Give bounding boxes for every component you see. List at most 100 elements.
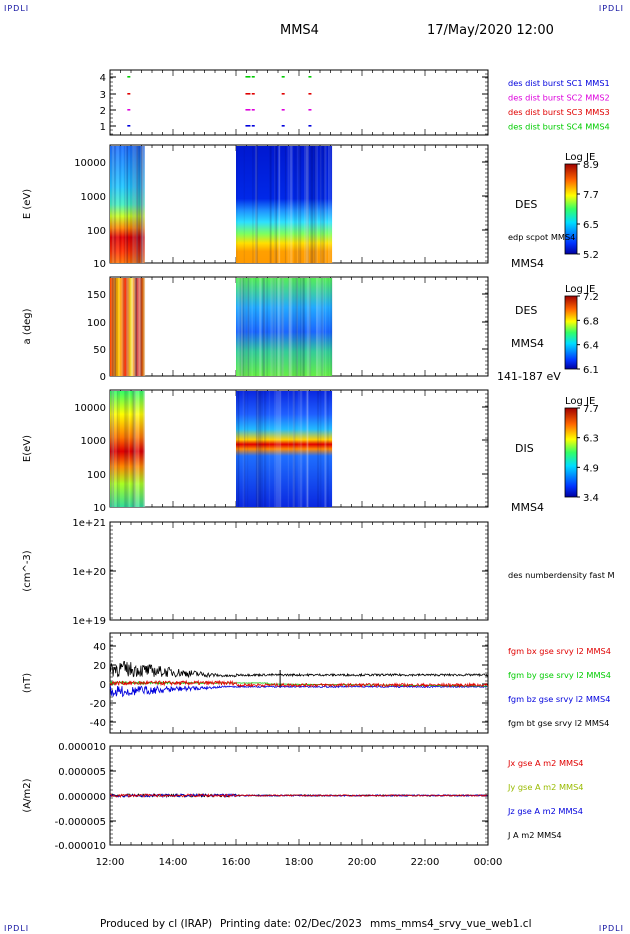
spectrogram-streak-dis-energy	[287, 391, 290, 507]
spectrogram-streak-des-energy	[328, 146, 332, 263]
spectrogram-streak-des-pitch	[274, 278, 278, 376]
current-legend-3: Jz gse A m2 MMS4	[507, 806, 583, 816]
spectrogram-streak-dis-energy	[111, 391, 114, 507]
spectrogram-streak-des-pitch	[321, 278, 324, 376]
spectrogram-streak-des-pitch	[132, 278, 135, 376]
spectrogram-streak-des-energy	[124, 146, 126, 263]
colorbar-tick-label-des-pitch: 6.4	[583, 341, 599, 352]
spectrogram-streak-des-energy	[306, 146, 309, 263]
spectrogram-streak-des-energy	[306, 146, 309, 263]
spectrogram-streak-dis-energy	[256, 391, 259, 507]
spectrogram-streak-dis-energy	[131, 391, 134, 507]
spectrogram-streak-des-energy	[284, 146, 287, 263]
spectrogram-streak-dis-energy	[125, 391, 128, 507]
spectrogram-streak-des-pitch	[288, 278, 292, 376]
yaxis-label-des-pitch: a (deg)	[22, 308, 33, 344]
spectrogram-streak-dis-energy	[246, 391, 249, 507]
colorbar-tick-label-dis-energy: 6.3	[583, 434, 599, 445]
spectrogram-streak-des-energy	[125, 146, 129, 263]
spectrogram-streak-des-pitch	[244, 278, 246, 376]
spectrogram-streak-des-energy	[304, 146, 307, 263]
yaxis-label-des-energy: E (eV)	[22, 189, 33, 219]
spectrogram-streak-des-pitch	[291, 278, 295, 376]
spectrogram-streak-dis-energy	[255, 391, 258, 507]
spectrogram-streak-des-pitch	[123, 278, 127, 376]
colorbar-tick-label-des-energy: 6.5	[583, 220, 599, 231]
spectrogram-streak-des-pitch	[280, 278, 284, 376]
spectrogram-streak-des-pitch	[244, 278, 247, 376]
spectrogram-streak-des-pitch	[133, 278, 136, 376]
spectrogram-streak-dis-energy	[278, 391, 282, 507]
burst-marker-sc2	[308, 109, 312, 111]
spectrogram-streak-des-energy	[289, 146, 292, 263]
spectrogram-streak-des-energy	[278, 146, 281, 263]
spectrogram-streak-des-pitch	[330, 278, 333, 376]
ytick-label-burst: 3	[100, 90, 106, 101]
spectrogram-streak-des-pitch	[296, 278, 298, 376]
colorbar-tick-label-dis-energy: 3.4	[583, 493, 599, 504]
burst-marker-sc1	[251, 125, 255, 127]
ytick-label-current: 0.000005	[58, 767, 106, 778]
spectrogram-streak-des-pitch	[247, 278, 249, 376]
ytick-label-fgm: -40	[90, 718, 106, 729]
spectrogram-streak-des-pitch	[114, 278, 117, 376]
spectrogram-streak-des-pitch	[301, 278, 305, 376]
time-tick-label: 18:00	[285, 857, 314, 868]
spectrogram-streak-des-energy	[130, 146, 133, 263]
ytick-label-fgm: 0	[100, 680, 106, 691]
spectrogram-streak-des-pitch	[143, 278, 145, 376]
spectrogram-streak-des-energy	[112, 146, 114, 263]
spectrogram-streak-des-energy	[252, 146, 254, 263]
spectrogram-streak-des-pitch	[266, 278, 269, 376]
colorbar-tick-label-des-pitch: 6.8	[583, 316, 599, 327]
spectrogram-streak-des-pitch	[139, 278, 143, 376]
ytick-label-burst: 2	[100, 106, 106, 117]
spectrogram-streak-des-energy	[134, 146, 136, 263]
burst-marker-sc4	[245, 76, 251, 78]
spectrogram-streak-des-pitch	[270, 278, 274, 376]
spacecraft-title: MMS4	[280, 23, 319, 38]
spectrogram-streak-des-energy	[138, 146, 140, 263]
spectrogram-streak-dis-energy	[139, 391, 142, 507]
spectrogram-streak-dis-energy	[118, 391, 120, 507]
spectrogram-streak-des-pitch	[302, 278, 305, 376]
spectrogram-streak-dis-energy	[256, 391, 260, 507]
spectrogram-streak-des-pitch	[127, 278, 129, 376]
spectrogram-streak-des-pitch	[111, 278, 113, 376]
spectrogram-streak-des-pitch	[114, 278, 116, 376]
spectrogram-streak-des-pitch	[130, 278, 133, 376]
spectrogram-streak-des-energy	[141, 146, 145, 263]
ytick-label-density: 1e+19	[72, 616, 106, 627]
spectrogram-streak-des-pitch	[140, 278, 143, 376]
spectrogram-streak-des-energy	[320, 146, 322, 263]
spectrogram-streak-des-pitch	[111, 278, 113, 376]
spectrogram-streak-des-energy	[313, 146, 317, 263]
burst-legend-1: des dist burst SC1 MMS1	[508, 78, 610, 88]
colorbar-tick-label-dis-energy: 4.9	[583, 463, 599, 474]
spectrogram-streak-des-pitch	[277, 278, 280, 376]
spectrogram-streak-des-pitch	[113, 278, 117, 376]
spectrogram-streak-dis-energy	[236, 391, 239, 507]
spectrogram-streak-dis-energy	[133, 391, 135, 507]
spectrogram-streak-des-pitch	[241, 278, 244, 376]
spectrogram-streak-des-energy	[287, 146, 290, 263]
current-trace-0	[110, 793, 488, 799]
spectrogram-streak-des-pitch	[288, 278, 291, 376]
spectrogram-streak-des-pitch	[316, 278, 319, 376]
spectrogram-streak-dis-energy	[137, 391, 140, 507]
spectrogram-streak-des-pitch	[303, 278, 305, 376]
spectrogram-streak-dis-energy	[142, 391, 146, 507]
footer-printing-date: Printing date: 02/Dec/2023	[220, 918, 362, 930]
burst-marker-sc3	[251, 93, 255, 95]
burst-marker-sc2	[127, 109, 131, 111]
ytick-label-des-pitch: 50	[93, 345, 106, 356]
burst-marker-sc1	[281, 125, 285, 127]
spectrogram-streak-des-energy	[299, 146, 302, 263]
spectrogram-streak-des-pitch	[263, 278, 266, 376]
spectrogram-streak-des-energy	[236, 146, 238, 263]
spectrogram-streak-des-energy	[141, 146, 144, 263]
spectrogram-streak-des-energy	[294, 146, 298, 263]
spectrogram-streak-des-energy	[133, 146, 136, 263]
ytick-label-density: 1e+21	[72, 518, 106, 529]
